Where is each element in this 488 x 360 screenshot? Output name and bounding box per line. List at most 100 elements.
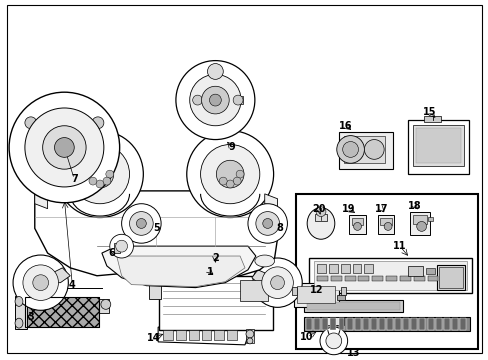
Bar: [343, 136, 385, 163]
Ellipse shape: [57, 131, 143, 217]
Ellipse shape: [275, 280, 285, 289]
Ellipse shape: [25, 117, 37, 129]
Bar: [410, 318, 416, 330]
Bar: [296, 194, 477, 349]
Bar: [214, 330, 224, 340]
Bar: [394, 318, 400, 330]
Text: 7: 7: [71, 174, 78, 184]
Ellipse shape: [233, 177, 241, 185]
Bar: [358, 276, 368, 281]
Ellipse shape: [110, 234, 133, 258]
Text: 5: 5: [152, 224, 159, 233]
Bar: [25, 297, 99, 327]
Ellipse shape: [105, 170, 114, 178]
Polygon shape: [251, 270, 265, 285]
Bar: [304, 317, 469, 331]
Ellipse shape: [254, 255, 274, 267]
Ellipse shape: [192, 95, 202, 105]
Bar: [409, 212, 428, 235]
Ellipse shape: [103, 177, 111, 185]
Ellipse shape: [325, 333, 341, 349]
Bar: [297, 285, 334, 303]
Bar: [15, 296, 27, 329]
Bar: [427, 276, 438, 281]
Bar: [322, 318, 327, 330]
Bar: [435, 318, 441, 330]
Bar: [413, 276, 424, 281]
Bar: [364, 264, 372, 273]
Ellipse shape: [207, 64, 223, 79]
Bar: [305, 318, 311, 330]
Text: 18: 18: [407, 201, 421, 211]
Bar: [419, 318, 425, 330]
Text: 4: 4: [69, 280, 76, 290]
Ellipse shape: [33, 275, 48, 291]
Bar: [370, 318, 376, 330]
Bar: [316, 292, 331, 301]
Bar: [308, 258, 471, 293]
Polygon shape: [35, 194, 47, 209]
Bar: [294, 283, 338, 307]
Bar: [415, 128, 460, 163]
Bar: [378, 318, 384, 330]
Bar: [346, 318, 352, 330]
Bar: [412, 215, 426, 224]
Ellipse shape: [92, 117, 103, 129]
Ellipse shape: [86, 160, 114, 188]
Ellipse shape: [15, 318, 23, 328]
Ellipse shape: [70, 144, 129, 204]
Ellipse shape: [209, 94, 221, 106]
Bar: [338, 318, 344, 330]
Bar: [427, 318, 433, 330]
Ellipse shape: [186, 131, 273, 217]
Ellipse shape: [247, 204, 287, 243]
Bar: [330, 276, 341, 281]
Ellipse shape: [252, 258, 302, 307]
Ellipse shape: [416, 221, 426, 231]
Text: 13: 13: [346, 348, 360, 358]
Bar: [314, 213, 326, 221]
Ellipse shape: [13, 255, 68, 310]
Bar: [245, 329, 253, 343]
Polygon shape: [117, 256, 244, 287]
Bar: [399, 276, 410, 281]
Polygon shape: [264, 194, 277, 207]
Bar: [227, 330, 237, 340]
Bar: [114, 243, 120, 253]
Bar: [437, 265, 464, 289]
Bar: [423, 116, 441, 122]
Bar: [163, 330, 173, 340]
Bar: [362, 318, 368, 330]
Ellipse shape: [23, 265, 59, 301]
Ellipse shape: [233, 95, 243, 105]
Ellipse shape: [164, 276, 174, 284]
Bar: [159, 276, 272, 330]
Text: 19: 19: [341, 204, 355, 213]
Ellipse shape: [275, 288, 285, 297]
Ellipse shape: [178, 276, 187, 284]
Text: 1: 1: [206, 267, 213, 277]
Text: 11: 11: [392, 241, 406, 251]
Text: 3: 3: [27, 312, 34, 322]
Bar: [386, 276, 396, 281]
Bar: [451, 318, 457, 330]
Ellipse shape: [236, 170, 244, 178]
Bar: [377, 215, 393, 234]
Ellipse shape: [122, 204, 161, 243]
Bar: [352, 264, 361, 273]
Ellipse shape: [136, 219, 146, 228]
Bar: [304, 301, 402, 312]
Bar: [328, 264, 337, 273]
Bar: [425, 268, 435, 274]
Ellipse shape: [25, 108, 103, 187]
Ellipse shape: [261, 267, 293, 298]
Text: 15: 15: [422, 107, 435, 117]
Polygon shape: [35, 191, 277, 276]
Ellipse shape: [15, 297, 23, 306]
Ellipse shape: [201, 86, 229, 114]
Bar: [292, 287, 297, 294]
Bar: [176, 330, 185, 340]
Ellipse shape: [205, 276, 215, 284]
Bar: [201, 330, 211, 340]
Bar: [313, 261, 466, 289]
